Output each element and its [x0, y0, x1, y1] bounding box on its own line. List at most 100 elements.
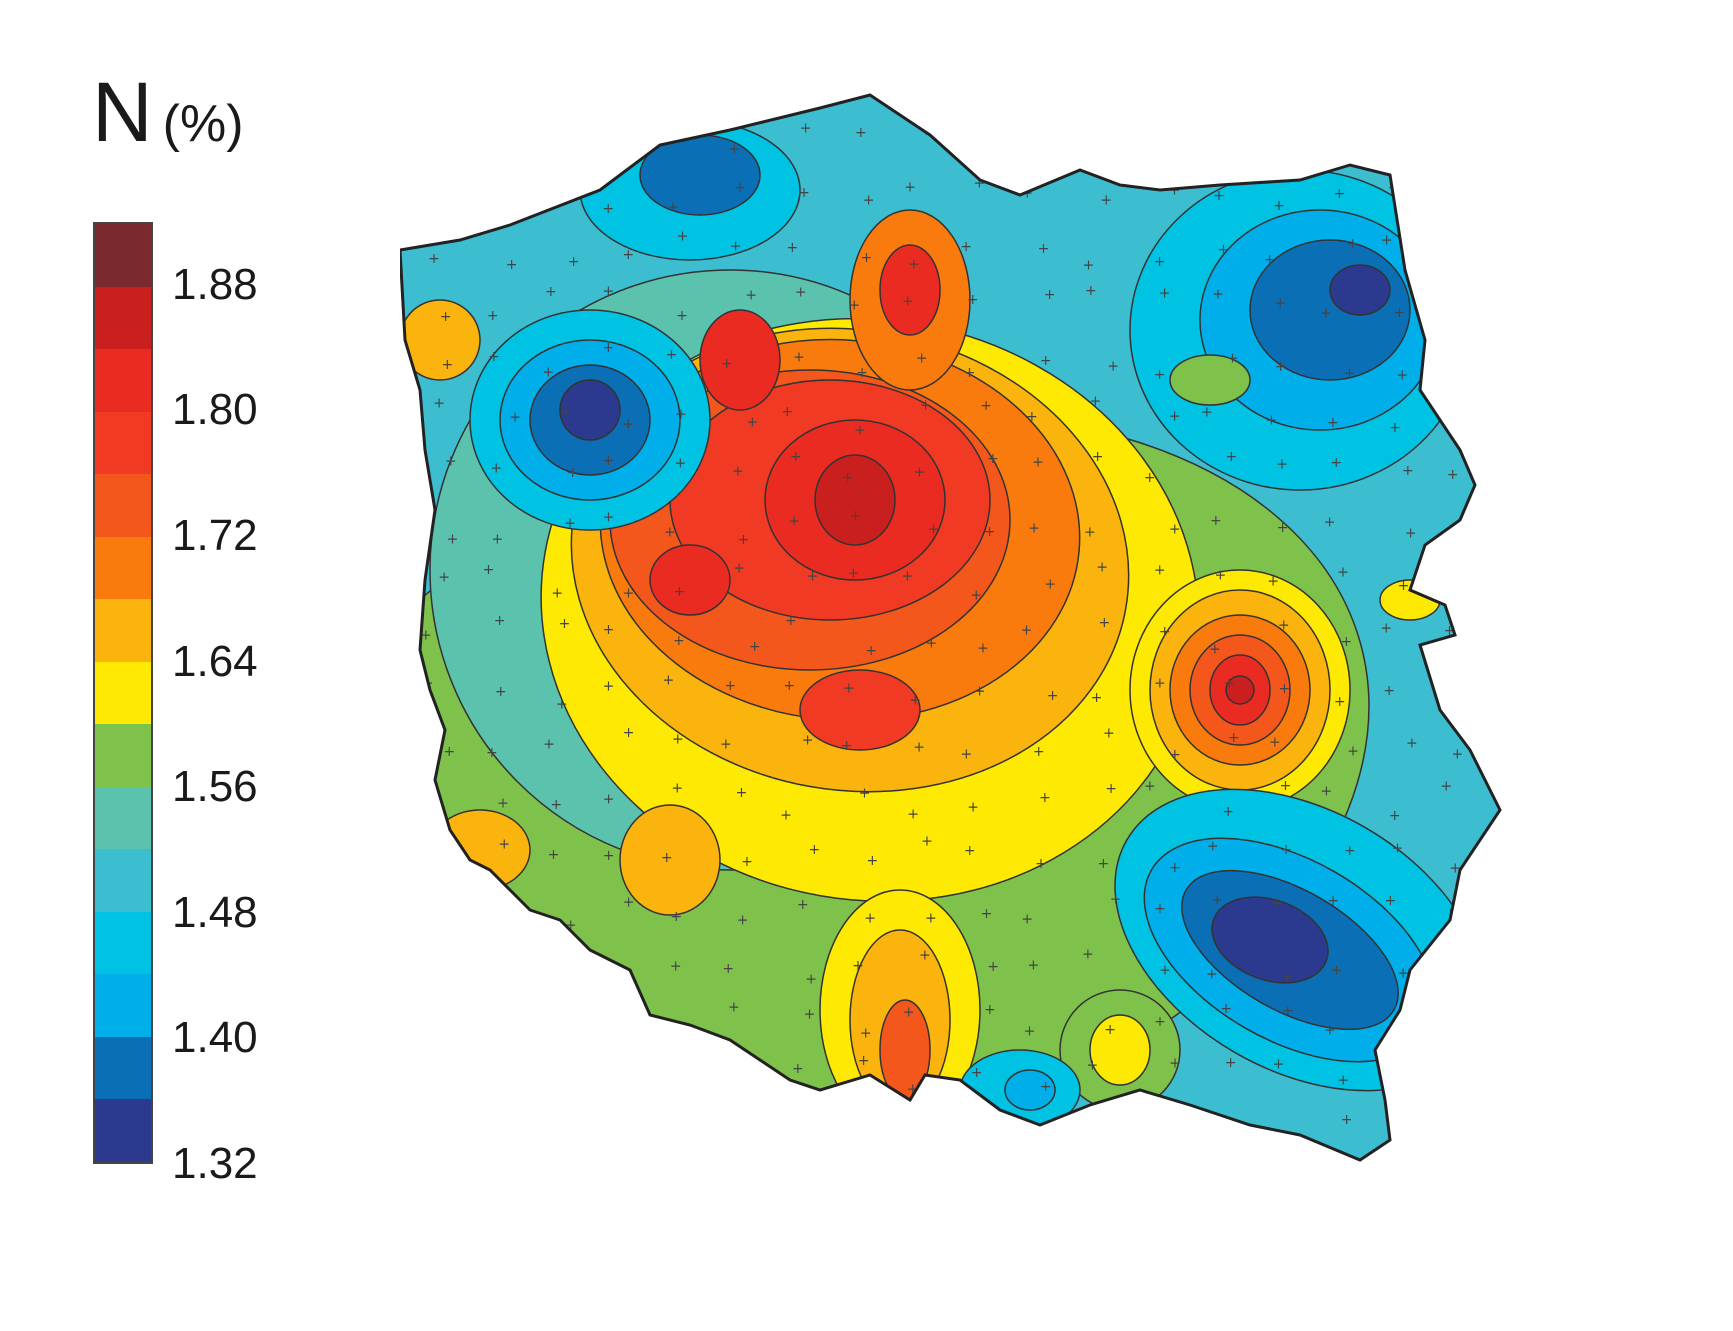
color-scale-band: [95, 849, 151, 912]
sample-point-marker: +: [424, 1062, 436, 1078]
color-scale-band: [95, 661, 151, 725]
sample-point-marker: +: [984, 524, 996, 540]
sample-point-marker: +: [1327, 893, 1339, 909]
sample-point-marker: +: [1028, 521, 1040, 537]
sample-point-marker: +: [1207, 838, 1219, 854]
sample-point-marker: +: [907, 806, 919, 822]
color-scale-band: [95, 349, 151, 412]
sample-point-marker: +: [559, 616, 571, 632]
sample-point-marker: +: [564, 1129, 576, 1145]
sample-point-marker: +: [1330, 455, 1342, 471]
sample-point-marker: +: [551, 586, 563, 602]
contour-band: [1004, 1069, 1056, 1111]
sample-point-marker: +: [565, 918, 577, 934]
sample-point-marker: +: [1097, 856, 1109, 872]
sample-point-marker: +: [1092, 449, 1104, 465]
sample-point-marker: +: [1444, 623, 1456, 639]
sample-point-marker: +: [1144, 131, 1156, 147]
sample-point-marker: +: [568, 254, 580, 270]
sample-point-marker: +: [782, 404, 794, 420]
sample-point-marker: +: [1282, 1003, 1294, 1019]
sample-point-marker: +: [623, 725, 635, 741]
contour-band: [1089, 1014, 1151, 1086]
sample-point-marker: +: [1264, 252, 1276, 268]
legend-unit: (%): [162, 95, 244, 153]
sample-point-marker: +: [623, 894, 635, 910]
sample-point-marker: +: [1383, 683, 1395, 699]
sample-point-marker: +: [734, 180, 746, 196]
contour-band: [1225, 675, 1255, 705]
sample-point-marker: +: [1273, 1056, 1285, 1072]
sample-point-marker: +: [841, 738, 853, 754]
sample-point-marker: +: [907, 1081, 919, 1097]
legend-variable: N: [92, 65, 153, 159]
sample-point-marker: +: [497, 796, 509, 812]
sample-point-marker: +: [909, 693, 921, 709]
sample-point-marker: +: [981, 906, 993, 922]
sample-point-marker: +: [491, 531, 503, 547]
sample-point-marker: +: [427, 850, 439, 866]
sample-point-marker: +: [1275, 359, 1287, 375]
sample-point-marker: +: [861, 250, 873, 266]
contour-band: [799, 669, 921, 751]
sample-point-marker: +: [567, 465, 579, 481]
sample-point-marker: +: [1083, 258, 1095, 274]
sample-point-marker: +: [435, 1120, 447, 1136]
sample-point-marker: +: [1344, 365, 1356, 381]
sample-point-marker: +: [1085, 283, 1097, 299]
sample-point-marker: +: [1453, 675, 1465, 691]
sample-point-marker: +: [921, 833, 933, 849]
sample-point-marker: +: [677, 229, 689, 245]
sample-point-marker: +: [1159, 286, 1171, 302]
sample-point-marker: +: [987, 451, 999, 467]
sample-point-marker: +: [847, 565, 859, 581]
sample-point-marker: +: [805, 972, 817, 988]
sample-point-marker: +: [485, 196, 497, 212]
sample-point-marker: +: [1104, 1022, 1116, 1038]
sample-point-marker: +: [1464, 1121, 1476, 1137]
sample-point-marker: +: [1324, 1022, 1336, 1038]
sample-point-marker: +: [504, 1131, 516, 1147]
sample-point-marker: +: [502, 1019, 514, 1035]
sample-point-marker: +: [987, 959, 999, 975]
sample-point-marker: +: [780, 807, 792, 823]
sample-point-marker: +: [1278, 617, 1290, 633]
sample-point-marker: +: [1273, 135, 1285, 151]
sample-point-marker: +: [1154, 563, 1166, 579]
sample-point-marker: +: [438, 570, 450, 586]
sample-point-marker: +: [1334, 186, 1346, 202]
sample-point-marker: +: [967, 800, 979, 816]
color-scale-band: [95, 536, 151, 600]
sample-point-marker: +: [509, 410, 521, 426]
sample-point-marker: +: [1087, 1057, 1099, 1073]
sample-point-marker: +: [1461, 249, 1473, 265]
sample-point-marker: +: [662, 672, 674, 688]
sample-point-marker: +: [506, 257, 518, 273]
sample-point-marker: +: [483, 562, 495, 578]
sample-point-marker: +: [902, 294, 914, 310]
sample-point-marker: +: [802, 733, 814, 749]
sample-point-marker: +: [1440, 779, 1452, 795]
contour-band: [400, 299, 481, 381]
sample-point-marker: +: [1344, 843, 1356, 859]
sample-point-marker: +: [728, 1000, 740, 1016]
sample-point-marker: +: [1169, 747, 1181, 763]
sample-point-marker: +: [850, 508, 862, 524]
sample-point-marker: +: [603, 848, 615, 864]
sample-point-marker: +: [1446, 1017, 1458, 1033]
sample-point-marker: +: [1458, 405, 1470, 421]
sample-point-marker: +: [564, 515, 576, 531]
contour-band: [1329, 264, 1391, 316]
sample-point-marker: +: [433, 395, 445, 411]
sample-point-marker: +: [1347, 236, 1359, 252]
sample-point-marker: +: [1396, 368, 1408, 384]
sample-point-marker: +: [793, 349, 805, 365]
sample-point-marker: +: [1218, 242, 1230, 258]
sample-point-marker: +: [846, 1131, 858, 1147]
sample-point-marker: +: [1082, 947, 1094, 963]
sample-point-marker: +: [489, 897, 501, 913]
sample-point-marker: +: [722, 961, 734, 977]
sample-point-marker: +: [1327, 415, 1339, 431]
sample-point-marker: +: [792, 1061, 804, 1077]
sample-point-marker: +: [1159, 624, 1171, 640]
